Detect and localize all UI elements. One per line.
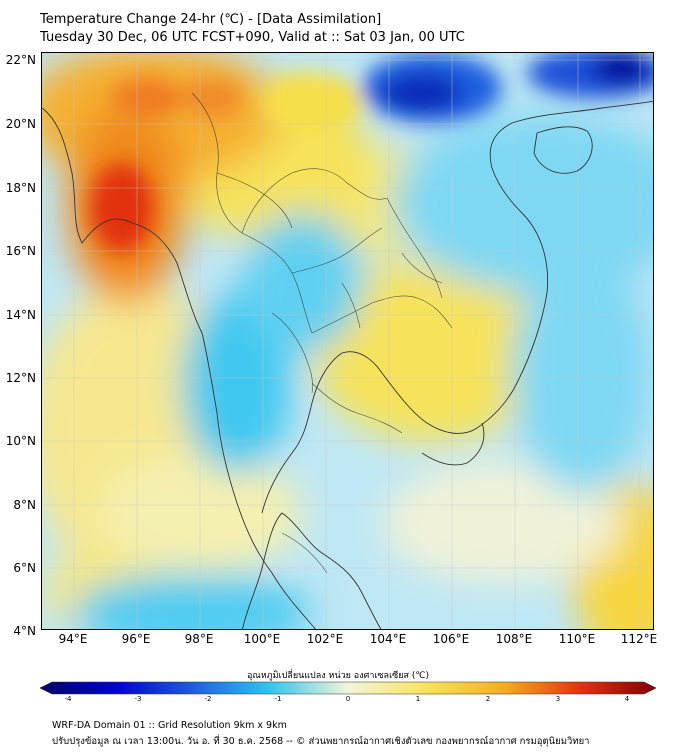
- chart-title: Temperature Change 24-hr (℃) - [Data Ass…: [40, 12, 382, 27]
- lat-label-6n: 6°N: [13, 561, 36, 575]
- lon-label-108e: 108°E: [495, 632, 533, 646]
- lat-label-22n: 22°N: [5, 53, 36, 67]
- lat-label-14n: 14°N: [5, 308, 36, 322]
- province-borders: [191, 92, 453, 574]
- colorbar-ramp: [39, 681, 657, 695]
- lat-label-20n: 20°N: [5, 117, 36, 131]
- colorbar-tick: 1: [415, 695, 421, 703]
- lon-label-100e: 100°E: [243, 632, 281, 646]
- footer-credit: ปรับปรุงข้อมูล ณ เวลา 13:00น. วัน อ. ที่…: [52, 736, 590, 747]
- footer-model-info: WRF-DA Domain 01 :: Grid Resolution 9km …: [52, 720, 287, 731]
- temperature-extremes: [90, 53, 653, 253]
- lon-label-94e: 94°E: [58, 632, 88, 646]
- chart-subtitle: Tuesday 30 Dec, 06 UTC FCST+090, Valid a…: [40, 30, 465, 45]
- colorbar-graphic: [39, 681, 657, 695]
- colorbar-tick: 2: [485, 695, 491, 703]
- lat-label-8n: 8°N: [13, 498, 36, 512]
- coastlines: [42, 100, 653, 629]
- colorbar-tick: -4: [64, 695, 72, 703]
- map-panel[interactable]: [41, 52, 654, 630]
- graticule: [42, 53, 653, 629]
- colorbar: [39, 680, 657, 695]
- colorbar-tick: 3: [555, 695, 561, 703]
- lon-label-102e: 102°E: [306, 632, 344, 646]
- temperature-map: [42, 53, 653, 629]
- lat-label-10n: 10°N: [5, 434, 36, 448]
- lat-label-4n: 4°N: [13, 624, 36, 638]
- lon-label-98e: 98°E: [184, 632, 214, 646]
- colorbar-label: อุณหภูมิเปลี่ยนแปลง หน่วย องศาเซลเซียส (…: [246, 671, 430, 681]
- lat-label-16n: 16°N: [5, 244, 36, 258]
- temperature-field: [42, 53, 653, 629]
- lon-label-96e: 96°E: [121, 632, 151, 646]
- lon-label-110e: 110°E: [558, 632, 596, 646]
- colorbar-tick: -2: [204, 695, 212, 703]
- lon-label-106e: 106°E: [432, 632, 470, 646]
- lat-label-12n: 12°N: [5, 371, 36, 385]
- lon-label-112e: 112°E: [620, 632, 658, 646]
- colorbar-tick: -3: [134, 695, 142, 703]
- lon-label-104e: 104°E: [369, 632, 407, 646]
- colorbar-tick: 4: [624, 695, 630, 703]
- colorbar-tick: -1: [274, 695, 282, 703]
- lat-label-18n: 18°N: [5, 181, 36, 195]
- colorbar-tick: 0: [345, 695, 351, 703]
